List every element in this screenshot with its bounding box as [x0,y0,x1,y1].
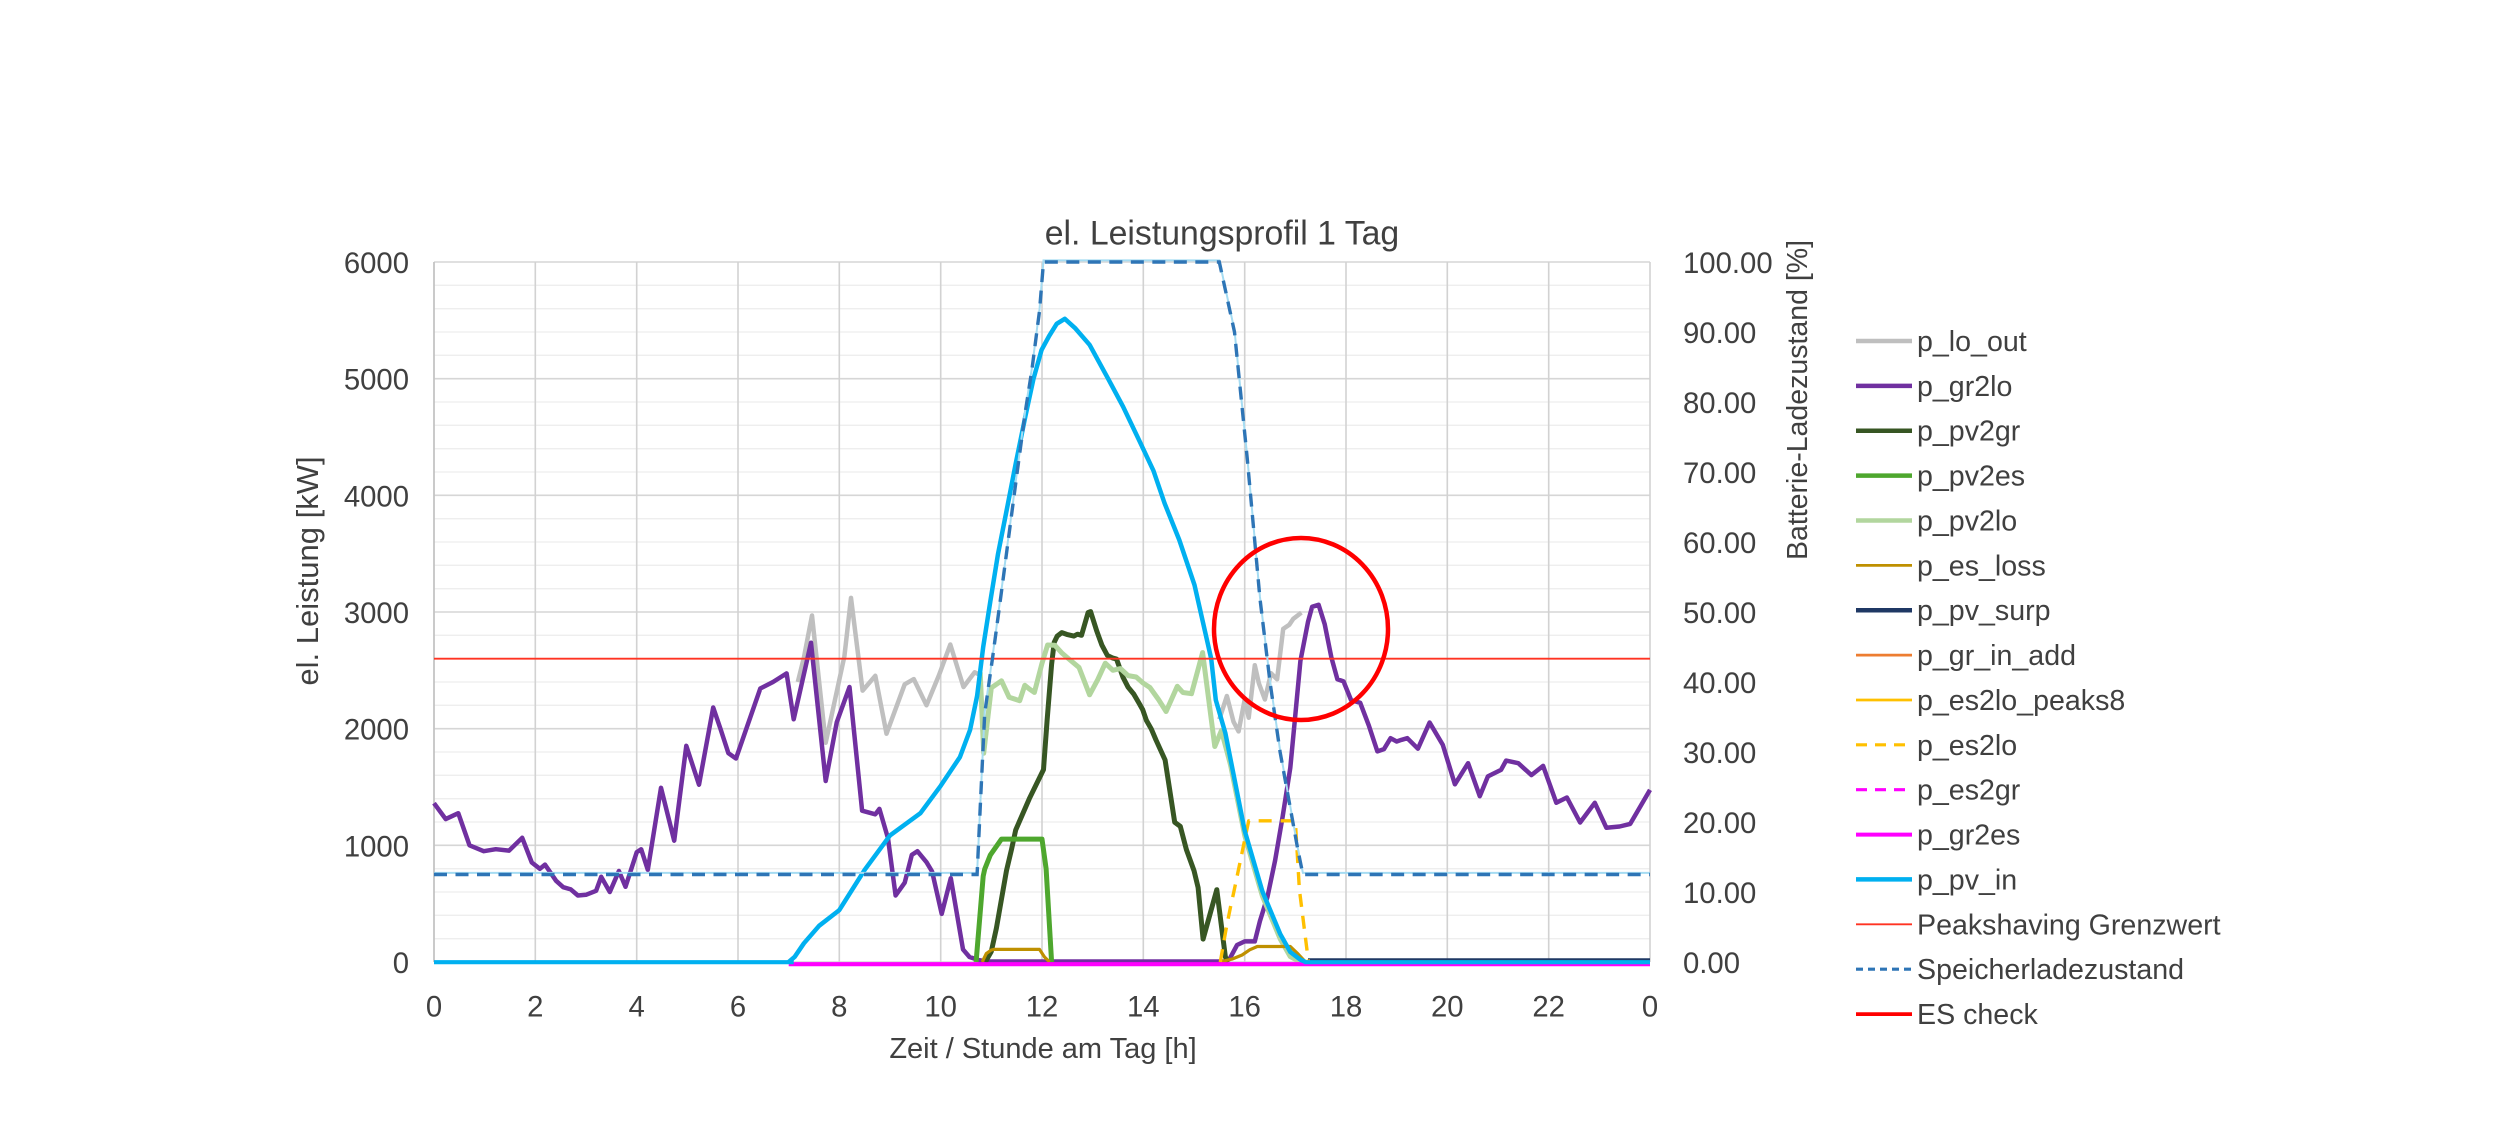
svg-text:p_gr2lo: p_gr2lo [1917,371,2012,403]
svg-text:10.00: 10.00 [1683,877,1756,910]
svg-text:20: 20 [1431,991,1464,1024]
svg-text:5000: 5000 [344,364,409,397]
svg-text:6000: 6000 [344,247,409,280]
svg-text:20.00: 20.00 [1683,807,1756,840]
svg-text:p_pv2gr: p_pv2gr [1917,416,2021,448]
svg-text:14: 14 [1127,991,1160,1024]
svg-text:50.00: 50.00 [1683,597,1756,630]
svg-text:ES check: ES check [1917,999,2038,1031]
svg-text:0: 0 [393,947,409,980]
svg-text:100.00: 100.00 [1683,247,1773,280]
svg-text:p_gr2es: p_gr2es [1917,820,2020,852]
svg-text:el. Leistung [kW]: el. Leistung [kW] [290,456,325,685]
svg-text:16: 16 [1228,991,1261,1024]
svg-text:1000: 1000 [344,830,409,863]
svg-text:90.00: 90.00 [1683,317,1756,350]
svg-text:p_pv2lo: p_pv2lo [1917,506,2017,538]
svg-text:p_pv_in: p_pv_in [1917,864,2017,896]
svg-text:60.00: 60.00 [1683,527,1756,560]
svg-text:Speicherladezustand: Speicherladezustand [1917,954,2184,986]
svg-text:6: 6 [730,991,746,1024]
svg-text:p_pv2es: p_pv2es [1917,461,2025,493]
svg-text:0: 0 [426,991,442,1024]
svg-text:p_es2lo_peaks8: p_es2lo_peaks8 [1917,685,2125,717]
svg-text:4: 4 [629,991,645,1024]
svg-text:p_gr_in_add: p_gr_in_add [1917,640,2076,672]
svg-text:10: 10 [924,991,957,1024]
svg-text:22: 22 [1532,991,1565,1024]
svg-text:40.00: 40.00 [1683,667,1756,700]
svg-text:p_es_loss: p_es_loss [1917,550,2046,582]
svg-text:p_lo_out: p_lo_out [1917,326,2027,358]
svg-text:p_pv_surp: p_pv_surp [1917,595,2051,627]
svg-text:p_es2gr: p_es2gr [1917,775,2021,807]
svg-text:0.00: 0.00 [1683,947,1740,980]
svg-text:12: 12 [1026,991,1059,1024]
svg-text:4000: 4000 [344,480,409,513]
svg-text:18: 18 [1330,991,1363,1024]
svg-text:8: 8 [831,991,847,1024]
svg-text:2: 2 [527,991,543,1024]
svg-text:2000: 2000 [344,714,409,747]
svg-text:0: 0 [1642,991,1658,1024]
svg-text:70.00: 70.00 [1683,457,1756,490]
svg-text:Peakshaving Grenzwert: Peakshaving Grenzwert [1917,909,2221,941]
svg-text:Batterie-Ladezustand [%]: Batterie-Ladezustand [%] [1782,240,1814,560]
svg-text:3000: 3000 [344,597,409,630]
svg-text:el. Leistungsprofil 1 Tag: el. Leistungsprofil 1 Tag [1045,215,1399,253]
svg-text:Zeit / Stunde am Tag [h]: Zeit / Stunde am Tag [h] [889,1033,1196,1065]
svg-text:p_es2lo: p_es2lo [1917,730,2017,762]
svg-text:30.00: 30.00 [1683,737,1756,770]
svg-text:80.00: 80.00 [1683,387,1756,420]
